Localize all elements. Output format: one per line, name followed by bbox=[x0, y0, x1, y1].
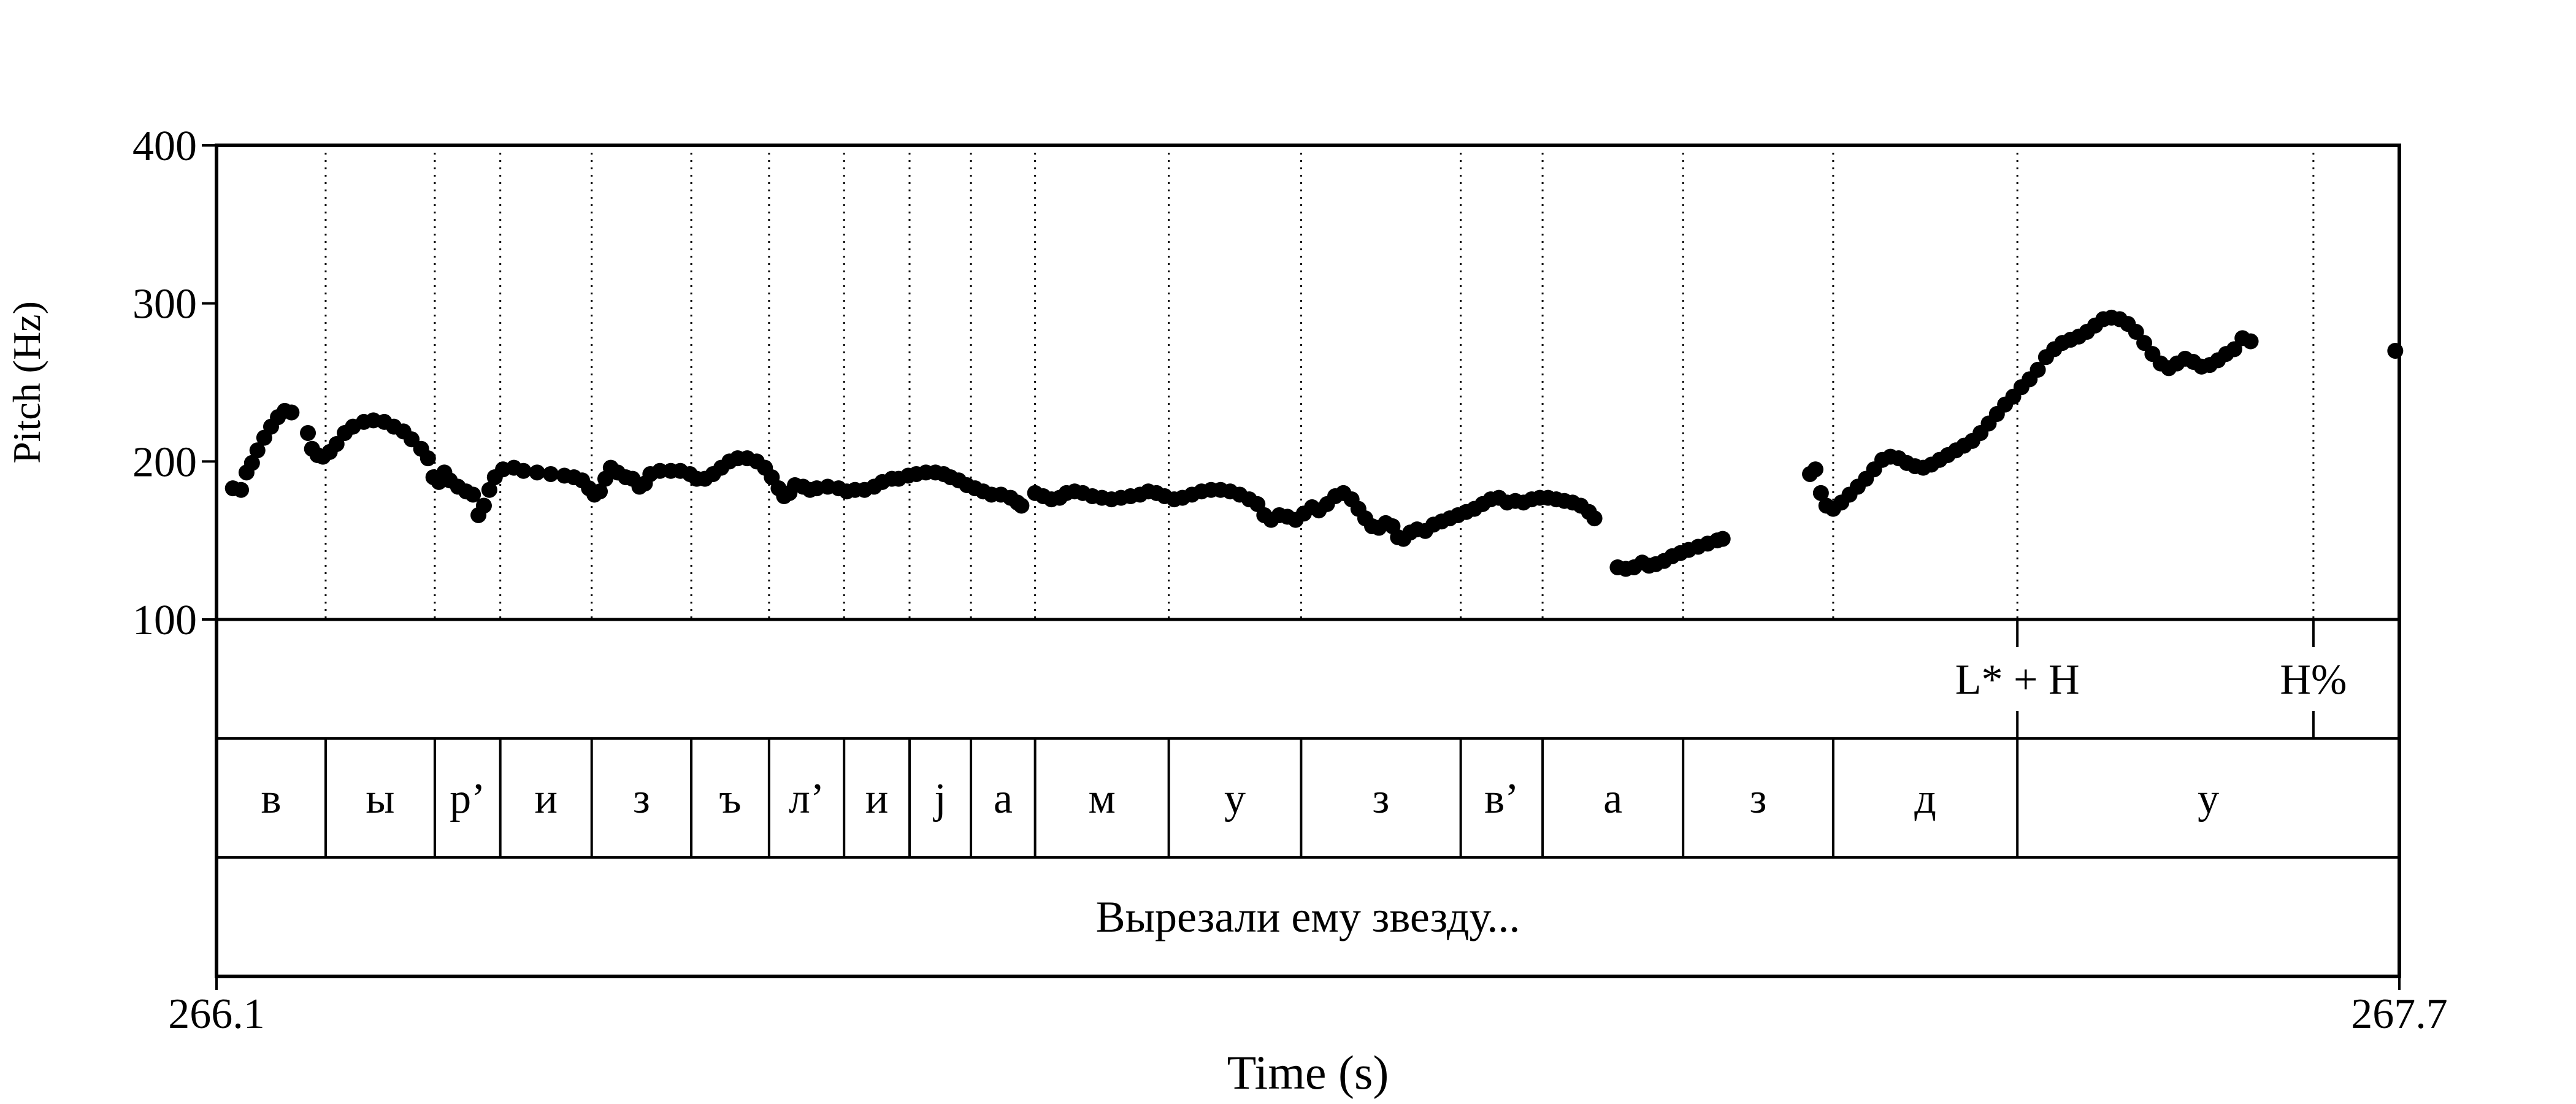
pitch-point bbox=[529, 464, 545, 481]
segment-label: а bbox=[994, 775, 1013, 822]
tone-label: L* + H bbox=[1955, 656, 2080, 703]
pitch-point bbox=[2030, 361, 2046, 378]
pitch-point bbox=[243, 454, 260, 471]
pitch-track bbox=[224, 309, 2404, 577]
textgrid-frame bbox=[215, 144, 2401, 978]
segment-label: р’ bbox=[450, 775, 485, 822]
segment-label: и bbox=[865, 775, 888, 822]
segment-label: л’ bbox=[789, 775, 824, 822]
pitch-point bbox=[515, 462, 532, 479]
y-axis-label: Pitch (Hz) bbox=[5, 301, 48, 464]
pitch-point bbox=[283, 404, 300, 421]
pitch-point bbox=[592, 483, 608, 500]
tone-label: H% bbox=[2280, 656, 2347, 703]
y-tick-label: 200 bbox=[132, 439, 197, 486]
segment-label: з bbox=[633, 775, 650, 822]
pitch-point bbox=[1586, 510, 1603, 527]
x-axis-label: Time (s) bbox=[1227, 1046, 1389, 1099]
segment-label: у bbox=[2198, 775, 2219, 822]
pitch-point bbox=[300, 424, 316, 441]
y-tick-label: 300 bbox=[132, 281, 197, 328]
x-tick-label: 266.1 bbox=[168, 991, 265, 1038]
y-tick-label: 100 bbox=[132, 597, 197, 644]
segment-label: в’ bbox=[1484, 775, 1519, 822]
pitch-point bbox=[328, 435, 345, 452]
segment-label: з bbox=[1750, 775, 1767, 822]
pitch-point bbox=[2242, 333, 2259, 350]
pitch-point bbox=[1013, 497, 1030, 514]
pitch-point bbox=[1812, 485, 1829, 501]
segment-label: j bbox=[932, 775, 946, 822]
pitch-point bbox=[465, 486, 481, 503]
segment-label: а bbox=[1603, 775, 1622, 822]
segment-label: в bbox=[261, 775, 281, 822]
pitch-point bbox=[233, 481, 250, 498]
x-tick-label: 267.7 bbox=[2351, 991, 2448, 1038]
sentence-label: Вырезали ему звезду... bbox=[1096, 892, 1520, 941]
pitch-point bbox=[481, 481, 497, 498]
segment-label: у bbox=[1224, 775, 1246, 822]
pitch-point bbox=[651, 462, 668, 479]
pitch-point bbox=[249, 442, 266, 459]
pitch-point bbox=[2128, 324, 2144, 340]
pitch-point bbox=[542, 466, 559, 482]
segment-label: з bbox=[1373, 775, 1390, 822]
pitch-point bbox=[2226, 341, 2242, 358]
pitch-point bbox=[1714, 531, 1731, 547]
pitch-plot-frame bbox=[215, 144, 2401, 621]
pitch-point bbox=[1807, 461, 1823, 478]
segment-label: ы bbox=[366, 775, 394, 822]
pitch-point bbox=[2136, 335, 2153, 351]
pitch-point bbox=[420, 450, 436, 467]
segment-label: м bbox=[1088, 775, 1115, 822]
pitch-point bbox=[475, 497, 492, 514]
segment-label: и bbox=[534, 775, 557, 822]
segment-label: д bbox=[1914, 775, 1936, 822]
axes: 400 300 200 100 266.1 267.7 bbox=[132, 123, 2448, 1038]
segment-label: ъ bbox=[719, 775, 741, 822]
y-tick-label: 400 bbox=[132, 123, 197, 170]
